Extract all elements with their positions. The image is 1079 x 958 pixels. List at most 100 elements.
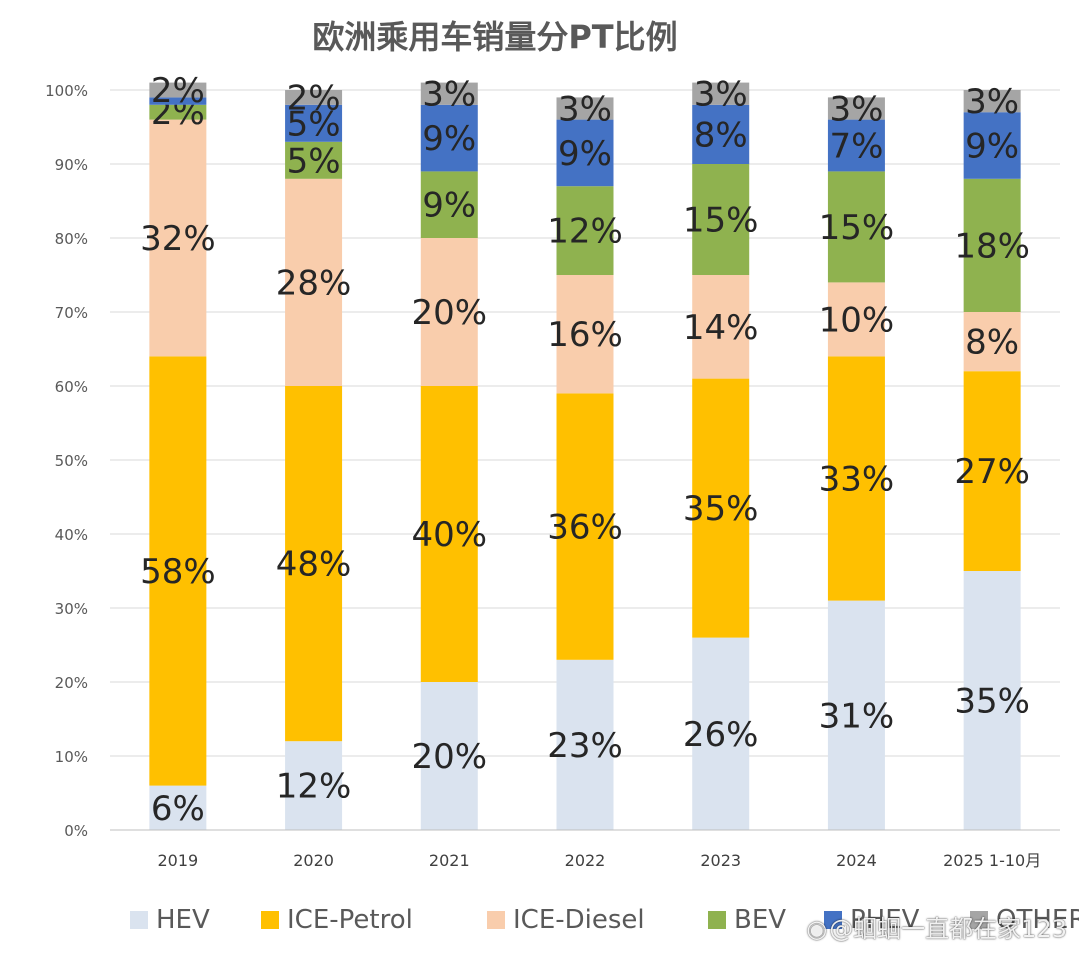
data-label: 10% — [819, 300, 895, 340]
x-tick-label: 2024 — [836, 851, 877, 870]
legend-swatch — [487, 911, 505, 929]
bar-segment — [149, 356, 207, 786]
data-label: 20% — [411, 293, 487, 333]
weibo-icon: ◉ — [806, 915, 828, 943]
x-tick-label: 2023 — [700, 851, 741, 870]
y-tick-label: 30% — [55, 600, 88, 618]
legend-swatch — [708, 911, 726, 929]
data-label: 5% — [287, 104, 341, 144]
bar-segment — [963, 178, 1021, 312]
bar-segment — [827, 600, 885, 830]
y-tick-label: 20% — [55, 674, 88, 692]
data-label: 26% — [683, 715, 759, 755]
bar-segment — [149, 82, 207, 98]
legend-swatch — [261, 911, 279, 929]
data-label: 3% — [694, 75, 748, 115]
data-label: 27% — [954, 452, 1030, 492]
x-tick-label: 2019 — [157, 851, 198, 870]
data-label: 14% — [683, 308, 759, 348]
bar-segment — [692, 164, 750, 275]
legend-label: PHEV — [850, 905, 920, 935]
data-label: 15% — [683, 201, 759, 241]
bar-segment — [827, 356, 885, 601]
bar-segment — [692, 104, 750, 164]
data-label: 48% — [276, 545, 352, 585]
x-tick-label: 2021 — [429, 851, 470, 870]
legend-swatch — [130, 911, 148, 929]
bar-segment — [285, 90, 343, 105]
data-label: 9% — [965, 127, 1019, 167]
legend-label: BEV — [734, 905, 786, 935]
data-label: 3% — [558, 90, 612, 130]
bar-segment — [285, 741, 343, 830]
data-label: 9% — [558, 134, 612, 174]
data-label: 18% — [954, 226, 1030, 266]
bar-segment — [149, 119, 207, 357]
data-label: 58% — [140, 552, 216, 592]
bar-segment — [285, 104, 343, 142]
data-label: 32% — [140, 219, 216, 259]
bar-segment — [285, 386, 343, 742]
data-label: 2% — [287, 78, 341, 118]
data-label: 6% — [151, 789, 205, 829]
y-tick-label: 0% — [64, 822, 88, 840]
bar-segment — [692, 82, 750, 105]
data-label: 12% — [547, 212, 623, 252]
data-label: 28% — [276, 263, 352, 303]
x-tick-label: 2025 1-10月 — [943, 851, 1041, 870]
bar-segment — [149, 785, 207, 830]
data-label: 3% — [965, 82, 1019, 122]
y-tick-label: 50% — [55, 452, 88, 470]
data-label: 31% — [819, 696, 895, 736]
bar-segment — [420, 682, 478, 830]
x-tick-label: 2020 — [293, 851, 334, 870]
data-label: 3% — [422, 75, 476, 115]
bar-segment — [556, 393, 614, 660]
data-label: 35% — [954, 682, 1030, 722]
bar-segment — [420, 386, 478, 682]
data-label: 2% — [151, 71, 205, 111]
y-tick-label: 60% — [55, 378, 88, 396]
bar-segment — [149, 97, 207, 105]
bar-segment — [420, 238, 478, 386]
bar-segment — [692, 275, 750, 379]
chart-title: 欧洲乘用车销量分PT比例 — [312, 18, 677, 56]
bar-segment — [420, 82, 478, 105]
x-tick-label: 2022 — [565, 851, 606, 870]
bar-segment — [556, 186, 614, 275]
bar-segment — [963, 371, 1021, 571]
watermark: ◉@蛔蛔一直都在家123 — [806, 909, 1067, 944]
bar-segment — [285, 178, 343, 386]
y-tick-label: 90% — [55, 156, 88, 174]
data-label: 3% — [829, 90, 883, 130]
data-label: 33% — [819, 460, 895, 500]
data-label: 36% — [547, 508, 623, 548]
data-label: 15% — [819, 208, 895, 248]
legend-label: HEV — [156, 905, 210, 935]
bar-segment — [827, 119, 885, 172]
legend-label: ICE-Petrol — [287, 905, 413, 935]
data-label: 20% — [411, 737, 487, 777]
y-tick-label: 40% — [55, 526, 88, 544]
bar-segment — [556, 119, 614, 187]
bar-segment — [692, 378, 750, 638]
bar-segment — [827, 282, 885, 357]
data-label: 12% — [276, 767, 352, 807]
data-label: 23% — [547, 726, 623, 766]
bar-segment — [149, 104, 207, 120]
data-label: 40% — [411, 515, 487, 555]
bar-segment — [420, 104, 478, 172]
bar-segment — [556, 275, 614, 394]
legend-label: ICE-Diesel — [513, 905, 645, 935]
legend-swatch — [970, 911, 988, 929]
watermark-text: @蛔蛔一直都在家123 — [829, 915, 1067, 943]
y-tick-label: 100% — [45, 82, 88, 100]
data-label: 5% — [287, 141, 341, 181]
data-label: 9% — [422, 119, 476, 159]
bar-segment — [420, 171, 478, 238]
y-tick-label: 70% — [55, 304, 88, 322]
data-label: 8% — [965, 323, 1019, 363]
data-label: 35% — [683, 489, 759, 529]
